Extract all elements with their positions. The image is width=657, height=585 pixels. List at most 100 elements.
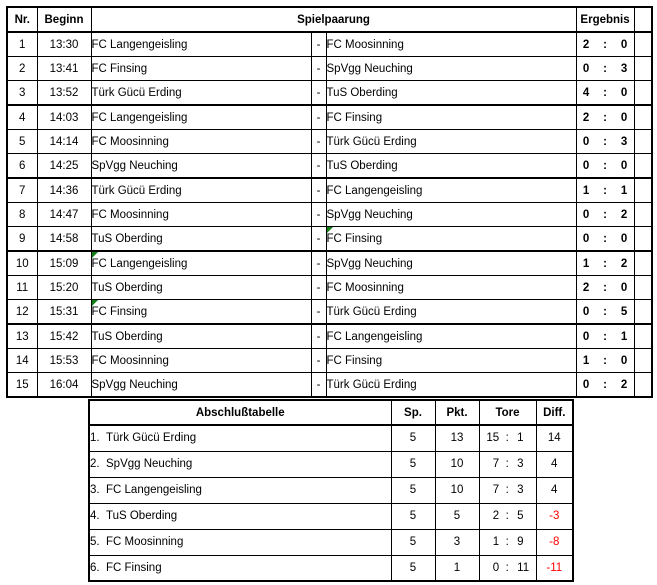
- result-cell[interactable]: 0 : 5: [575, 299, 635, 325]
- blank-cell[interactable]: [633, 299, 653, 325]
- blank-cell[interactable]: [633, 372, 653, 398]
- games-played-cell[interactable]: 5: [390, 450, 436, 478]
- result-cell[interactable]: 2 : 0: [575, 104, 635, 130]
- home-team-cell[interactable]: TuS Oberding: [90, 323, 312, 349]
- match-number-cell[interactable]: 13: [6, 323, 38, 349]
- blank-cell[interactable]: [633, 275, 653, 300]
- blank-cell[interactable]: [633, 177, 653, 203]
- result-cell[interactable]: 0 : 2: [575, 372, 635, 398]
- kickoff-time-cell[interactable]: 14:25: [36, 153, 92, 179]
- match-number-cell[interactable]: 10: [6, 250, 38, 276]
- match-number-cell[interactable]: 5: [6, 129, 38, 154]
- kickoff-time-cell[interactable]: 13:52: [36, 80, 92, 106]
- kickoff-time-cell[interactable]: 14:14: [36, 129, 92, 154]
- col-header-nr[interactable]: Nr.: [6, 6, 38, 33]
- away-team-cell[interactable]: SpVgg Neuching: [325, 56, 577, 81]
- away-team-cell[interactable]: SpVgg Neuching: [325, 202, 577, 227]
- away-team-cell[interactable]: Türk Gücü Erding: [325, 372, 577, 398]
- away-team-cell[interactable]: FC Finsing: [325, 348, 577, 373]
- pairing-dash-cell[interactable]: -: [310, 226, 327, 252]
- games-played-cell[interactable]: 5: [390, 554, 436, 582]
- kickoff-time-cell[interactable]: 13:41: [36, 56, 92, 81]
- result-cell[interactable]: 0 : 3: [575, 56, 635, 81]
- goal-difference-cell[interactable]: 14: [535, 424, 574, 452]
- result-cell[interactable]: 0 : 1: [575, 323, 635, 349]
- home-team-cell[interactable]: FC Langengeisling: [90, 31, 312, 57]
- team-cell[interactable]: 3. FC Langengeisling: [88, 476, 392, 504]
- col-header-ergebnis[interactable]: Ergebnis: [575, 6, 635, 33]
- result-cell[interactable]: 2 : 0: [575, 275, 635, 300]
- kickoff-time-cell[interactable]: 13:30: [36, 31, 92, 57]
- blank-cell[interactable]: [633, 250, 653, 276]
- team-cell[interactable]: 5. FC Moosinning: [88, 528, 392, 556]
- games-played-cell[interactable]: 5: [390, 424, 436, 452]
- match-number-cell[interactable]: 2: [6, 56, 38, 81]
- home-team-cell[interactable]: TuS Oberding: [90, 275, 312, 300]
- home-team-cell[interactable]: Türk Gücü Erding: [90, 80, 312, 106]
- kickoff-time-cell[interactable]: 14:03: [36, 104, 92, 130]
- blank-cell[interactable]: [633, 348, 653, 373]
- result-cell[interactable]: 0 : 0: [575, 226, 635, 252]
- away-team-cell[interactable]: FC Moosinning: [325, 31, 577, 57]
- goals-cell[interactable]: 0 : 11: [478, 554, 537, 582]
- match-number-cell[interactable]: 9: [6, 226, 38, 252]
- pairing-dash-cell[interactable]: -: [310, 31, 327, 57]
- col-header-diff[interactable]: Diff.: [535, 399, 574, 426]
- points-cell[interactable]: 1: [434, 554, 480, 582]
- blank-cell[interactable]: [633, 153, 653, 179]
- pairing-dash-cell[interactable]: -: [310, 275, 327, 300]
- pairing-dash-cell[interactable]: -: [310, 177, 327, 203]
- result-cell[interactable]: 2 : 0: [575, 31, 635, 57]
- blank-cell[interactable]: [633, 323, 653, 349]
- blank-cell[interactable]: [633, 56, 653, 81]
- result-cell[interactable]: 1 : 2: [575, 250, 635, 276]
- kickoff-time-cell[interactable]: 15:31: [36, 299, 92, 325]
- home-team-cell[interactable]: FC Langengeisling: [90, 250, 312, 276]
- kickoff-time-cell[interactable]: 16:04: [36, 372, 92, 398]
- match-number-cell[interactable]: 6: [6, 153, 38, 179]
- points-cell[interactable]: 5: [434, 502, 480, 530]
- blank-cell[interactable]: [633, 226, 653, 252]
- col-header-sp[interactable]: Sp.: [390, 399, 436, 426]
- pairing-dash-cell[interactable]: -: [310, 323, 327, 349]
- goals-cell[interactable]: 7 : 3: [478, 450, 537, 478]
- kickoff-time-cell[interactable]: 14:58: [36, 226, 92, 252]
- away-team-cell[interactable]: TuS Oberding: [325, 80, 577, 106]
- home-team-cell[interactable]: FC Langengeisling: [90, 104, 312, 130]
- match-number-cell[interactable]: 14: [6, 348, 38, 373]
- kickoff-time-cell[interactable]: 14:36: [36, 177, 92, 203]
- pairing-dash-cell[interactable]: -: [310, 299, 327, 325]
- result-cell[interactable]: 1 : 0: [575, 348, 635, 373]
- team-cell[interactable]: 4. TuS Oberding: [88, 502, 392, 530]
- col-header-pkt[interactable]: Pkt.: [434, 399, 480, 426]
- col-header-beginn[interactable]: Beginn: [36, 6, 92, 33]
- home-team-cell[interactable]: FC Moosinning: [90, 202, 312, 227]
- away-team-cell[interactable]: SpVgg Neuching: [325, 250, 577, 276]
- result-cell[interactable]: 4 : 0: [575, 80, 635, 106]
- col-header-spielpaarung[interactable]: Spielpaarung: [90, 6, 577, 33]
- away-team-cell[interactable]: FC Moosinning: [325, 275, 577, 300]
- result-cell[interactable]: 0 : 2: [575, 202, 635, 227]
- home-team-cell[interactable]: SpVgg Neuching: [90, 153, 312, 179]
- points-cell[interactable]: 3: [434, 528, 480, 556]
- goal-difference-cell[interactable]: -8: [535, 528, 574, 556]
- kickoff-time-cell[interactable]: 15:42: [36, 323, 92, 349]
- away-team-cell[interactable]: FC Finsing: [325, 226, 577, 252]
- match-number-cell[interactable]: 4: [6, 104, 38, 130]
- match-number-cell[interactable]: 7: [6, 177, 38, 203]
- away-team-cell[interactable]: FC Langengeisling: [325, 323, 577, 349]
- result-cell[interactable]: 0 : 0: [575, 153, 635, 179]
- away-team-cell[interactable]: TuS Oberding: [325, 153, 577, 179]
- points-cell[interactable]: 10: [434, 450, 480, 478]
- pairing-dash-cell[interactable]: -: [310, 348, 327, 373]
- match-number-cell[interactable]: 12: [6, 299, 38, 325]
- home-team-cell[interactable]: SpVgg Neuching: [90, 372, 312, 398]
- kickoff-time-cell[interactable]: 15:09: [36, 250, 92, 276]
- goal-difference-cell[interactable]: 4: [535, 450, 574, 478]
- home-team-cell[interactable]: Türk Gücü Erding: [90, 177, 312, 203]
- blank-cell[interactable]: [633, 104, 653, 130]
- kickoff-time-cell[interactable]: 15:20: [36, 275, 92, 300]
- home-team-cell[interactable]: TuS Oberding: [90, 226, 312, 252]
- goal-difference-cell[interactable]: -11: [535, 554, 574, 582]
- home-team-cell[interactable]: FC Moosinning: [90, 348, 312, 373]
